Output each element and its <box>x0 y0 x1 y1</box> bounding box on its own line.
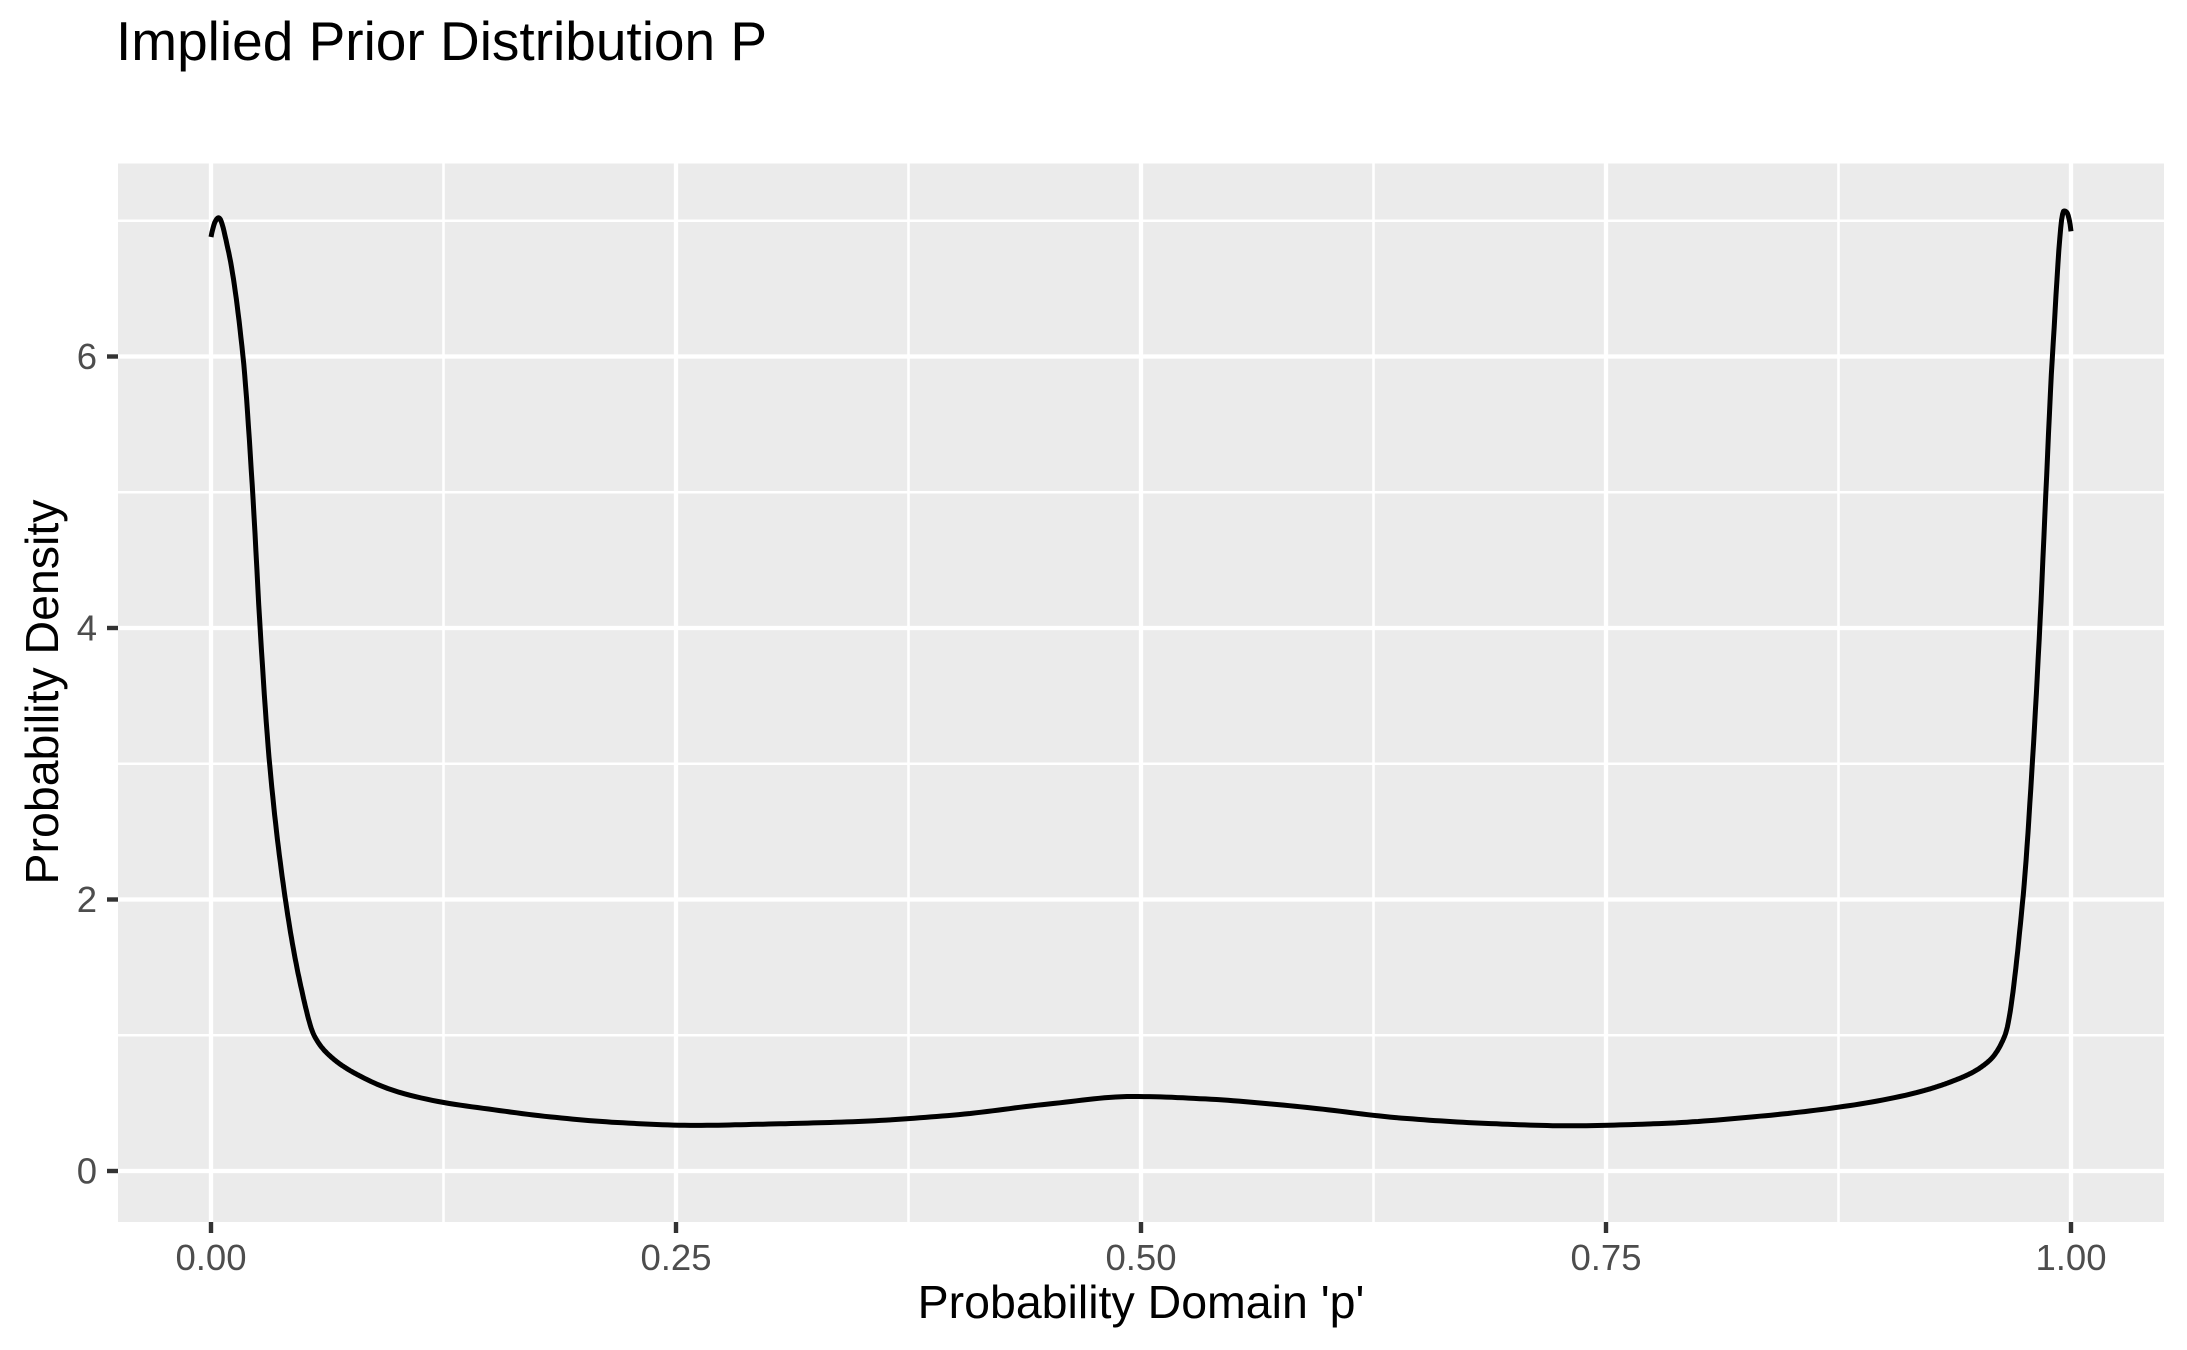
svg-text:6: 6 <box>77 336 97 377</box>
svg-text:0.75: 0.75 <box>1570 1237 1641 1278</box>
svg-text:2: 2 <box>77 879 97 920</box>
svg-text:0.50: 0.50 <box>1105 1237 1176 1278</box>
svg-text:0.25: 0.25 <box>640 1237 711 1278</box>
svg-text:Probability Density: Probability Density <box>16 499 68 885</box>
svg-text:0.00: 0.00 <box>175 1237 246 1278</box>
svg-text:0: 0 <box>77 1151 97 1192</box>
svg-text:Probability Domain 'p': Probability Domain 'p' <box>918 1276 1365 1328</box>
svg-text:4: 4 <box>77 608 97 649</box>
svg-text:1.00: 1.00 <box>2035 1237 2106 1278</box>
svg-text:Implied Prior Distribution P: Implied Prior Distribution P <box>116 10 767 72</box>
